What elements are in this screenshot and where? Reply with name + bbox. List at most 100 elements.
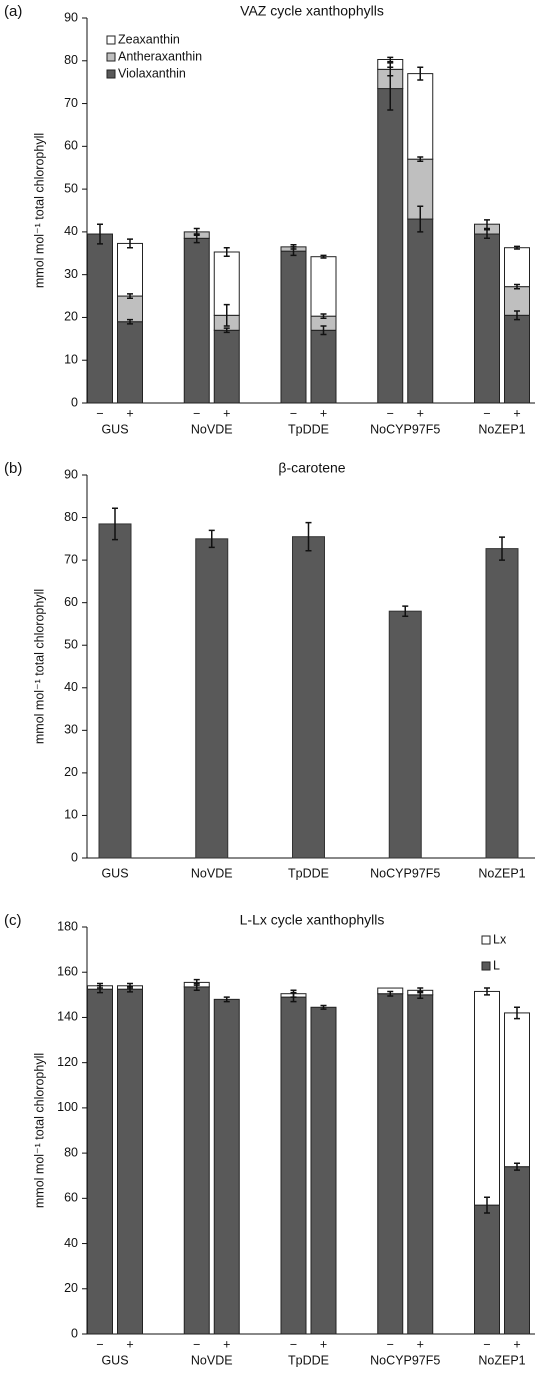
y-tick-label: 20 [64, 765, 78, 779]
x-tick-label: + [223, 406, 230, 420]
group-label: NoZEP1 [478, 1353, 525, 1367]
bar-segment [407, 218, 434, 404]
y-tick-label: 90 [64, 467, 78, 481]
error-bar [387, 990, 394, 997]
error-bar [193, 978, 200, 986]
x-tick-label: − [387, 406, 394, 420]
y-tick-label: 100 [57, 1100, 78, 1114]
x-tick-label: − [290, 1337, 297, 1351]
error-bar [290, 243, 297, 250]
legend-swatch [481, 961, 491, 971]
y-tick-label: 70 [64, 96, 78, 110]
chart-title: VAZ cycle xanthophylls [240, 3, 384, 19]
error-bar [97, 982, 103, 989]
error-bar [499, 536, 505, 561]
error-bar [484, 229, 490, 240]
legend-label: L [493, 958, 500, 972]
bar-segment [407, 73, 434, 160]
error-bar [223, 303, 230, 327]
bar-segment [280, 250, 307, 404]
error-bar [514, 1006, 520, 1020]
x-tick-label: − [96, 406, 103, 420]
error-bar [290, 989, 297, 998]
error-bar [320, 1004, 327, 1010]
y-tick-label: 20 [64, 310, 78, 324]
error-bar [417, 205, 424, 233]
bar [388, 610, 422, 859]
bar-segment [474, 233, 500, 404]
error-bar [484, 219, 490, 230]
error-bar [387, 56, 394, 63]
x-tick-label: + [126, 406, 133, 420]
x-tick-label: − [387, 1337, 394, 1351]
y-tick-label: 10 [64, 353, 78, 367]
y-tick-label: 30 [64, 267, 78, 281]
error-bar [514, 245, 520, 250]
bar-segment [474, 1204, 500, 1335]
group-label: NoCYP97F5 [370, 422, 440, 436]
y-tick-label: 30 [64, 723, 78, 737]
x-tick-label: − [483, 1337, 490, 1351]
x-tick-label: + [513, 406, 520, 420]
x-tick-label: GUS [101, 866, 128, 880]
y-tick-label: 0 [71, 1326, 78, 1340]
y-tick-label: 60 [64, 595, 78, 609]
bar-segment [280, 996, 307, 1335]
x-tick-label: + [417, 1337, 424, 1351]
error-bar [127, 318, 133, 325]
error-bar [223, 246, 230, 258]
error-bar [417, 156, 424, 163]
y-tick-label: 20 [64, 1281, 78, 1295]
panel-label: (c) [4, 912, 22, 929]
legend-label: Violaxanthin [118, 66, 186, 80]
y-tick-label: 0 [71, 850, 78, 864]
bar-segment [117, 988, 143, 1335]
bar-segment [213, 329, 240, 404]
bar [98, 523, 132, 859]
error-bar [127, 293, 133, 299]
x-tick-label: + [126, 1337, 133, 1351]
legend-swatch [481, 935, 491, 945]
y-tick-label: 70 [64, 552, 78, 566]
y-axis-label: mmol mol⁻¹ total chlorophyll [32, 1053, 46, 1208]
bar-segment [474, 990, 500, 1206]
y-tick-label: 60 [64, 139, 78, 153]
bar-segment [504, 247, 530, 288]
legend-swatch [106, 69, 116, 79]
group-label: TpDDE [288, 1353, 329, 1367]
bar-segment [87, 233, 113, 404]
chart-title: L-Lx cycle xanthophylls [240, 912, 385, 928]
error-bar [305, 521, 312, 552]
bar [195, 538, 229, 859]
error-bar [417, 66, 424, 81]
bar-segment [117, 321, 143, 404]
bar-segment [504, 314, 530, 404]
error-bar [402, 605, 409, 618]
y-tick-label: 40 [64, 1236, 78, 1250]
bar-segment [117, 295, 143, 323]
group-label: TpDDE [288, 422, 329, 436]
x-tick-label: NoZEP1 [478, 866, 525, 880]
error-bar [514, 1162, 520, 1171]
y-axis-label: mmol mol⁻¹ total chlorophyll [32, 589, 46, 744]
y-tick-label: 50 [64, 181, 78, 195]
bar-segment [504, 1012, 530, 1168]
x-tick-label: NoCYP97F5 [370, 866, 440, 880]
y-tick-label: 40 [64, 224, 78, 238]
legend-label: Zeaxanthin [118, 32, 180, 46]
group-label: GUS [101, 422, 128, 436]
y-axis-label: mmol mol⁻¹ total chlorophyll [32, 133, 46, 288]
bar-segment [377, 993, 404, 1335]
bar-segment [183, 986, 210, 1335]
error-bar [417, 987, 424, 994]
bar-segment [87, 988, 113, 1335]
bar-segment [310, 329, 337, 404]
x-tick-label: + [223, 1337, 230, 1351]
x-tick-label: − [483, 406, 490, 420]
y-tick-label: 90 [64, 10, 78, 24]
bar-segment [213, 998, 240, 1335]
bar [292, 536, 325, 859]
error-bar [223, 996, 230, 1003]
error-bar [127, 238, 133, 249]
